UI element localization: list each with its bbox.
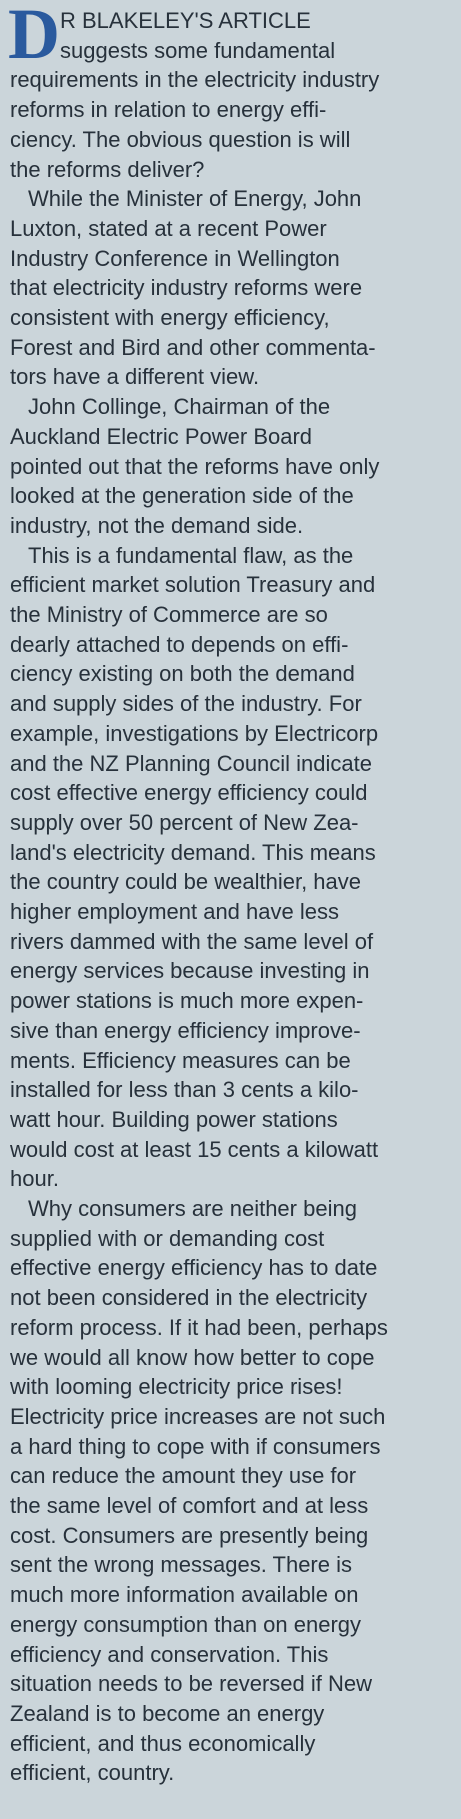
text-line: industry, not the demand side.: [10, 512, 304, 538]
text-line: tors have a different view.: [10, 364, 260, 390]
text-line: R BLAKELEY'S ARTICLE: [60, 8, 311, 33]
text-line: a hard thing to cope with if consumers: [10, 1433, 381, 1459]
text-line: we would all know how better to cope: [10, 1344, 375, 1370]
text-line: and supply sides of the industry. For: [10, 691, 362, 717]
text-line: the same level of comfort and at less: [10, 1493, 369, 1518]
text-line: example, investigations by Electricorp: [10, 720, 379, 746]
text-line: situation needs to be reversed if New: [10, 1671, 372, 1697]
drop-cap: D: [8, 0, 60, 74]
text-line: energy services because investing in: [10, 958, 370, 984]
text-line: supplied with or demanding cost: [10, 1225, 325, 1251]
text-line: cost effective energy efficiency could: [10, 780, 368, 806]
text-line: land's electricity demand. This means: [10, 839, 376, 865]
text-line: Electricity price increases are not such: [10, 1403, 386, 1429]
text-line: sent the wrong messages. There is: [10, 1552, 352, 1578]
text-line: This is a fundamental flaw, as the: [28, 542, 354, 568]
text-line: reform process. If it had been, perhaps: [10, 1314, 388, 1340]
text-line: efficient market solution Treasury and: [10, 572, 376, 598]
text-line: suggests some fundamental: [60, 37, 336, 63]
text-line: cost. Consumers are presently being: [10, 1522, 369, 1548]
text-line: supply over 50 percent of New Zea-: [10, 809, 359, 835]
text-line: While the Minister of Energy, John: [28, 186, 362, 212]
text-line: with looming electricity price rises!: [10, 1374, 343, 1400]
text-line: much more information available on: [10, 1582, 359, 1608]
text-line: would cost at least 15 cents a kilowatt: [10, 1136, 379, 1162]
text-line: Luxton, stated at a recent Power: [10, 215, 327, 241]
text-line: looked at the generation side of the: [10, 483, 354, 509]
text-line: hour.: [10, 1166, 59, 1192]
text-line: energy consumption than on energy: [10, 1611, 362, 1637]
text-line: higher employment and have less: [10, 899, 339, 924]
text-line: pointed out that the reforms have only: [10, 453, 380, 479]
text-line: not been considered in the electricity: [10, 1285, 368, 1311]
text-line: John Collinge, Chairman of the: [28, 394, 331, 420]
text-line: the country could be wealthier, have: [10, 869, 362, 895]
text-line: Industry Conference in Wellington: [10, 245, 340, 271]
text-line: requirements in the electricity industry: [10, 67, 380, 93]
text-line: and the NZ Planning Council indicate: [10, 750, 373, 776]
text-line: ciency existing on both the demand: [10, 661, 355, 687]
text-line: watt hour. Building power stations: [10, 1106, 338, 1132]
text-line: rivers dammed with the same level of: [10, 928, 374, 954]
text-line: Forest and Bird and other commenta-: [10, 334, 376, 360]
text-line: Auckland Electric Power Board: [10, 423, 313, 449]
text-line: that electricity industry reforms were: [10, 275, 363, 301]
text-line: the reforms deliver?: [10, 156, 205, 182]
text-line: ciency. The obvious question is will: [10, 126, 351, 152]
text-line: reforms in relation to energy effi-: [10, 97, 327, 123]
text-line: efficient, country.: [10, 1760, 175, 1786]
text-line: dearly attached to depends on effi-: [10, 631, 349, 657]
text-line: can reduce the amount they use for: [10, 1463, 357, 1489]
text-line: Why consumers are neither being: [28, 1196, 357, 1221]
text-line: effective energy efficiency has to date: [10, 1255, 378, 1281]
text-line: ments. Efficiency measures can be: [10, 1047, 351, 1073]
text-line: efficient, and thus economically: [10, 1730, 316, 1756]
text-line: Zealand is to become an energy: [10, 1700, 325, 1726]
text-line: power stations is much more expen-: [10, 988, 364, 1014]
text-line: sive than energy efficiency improve-: [10, 1017, 361, 1043]
text-line: consistent with energy efficiency,: [10, 305, 330, 330]
text-line: the Ministry of Commerce are so: [10, 602, 328, 627]
text-line: installed for less than 3 cents a kilo-: [10, 1077, 359, 1103]
text-line: efficiency and conservation. This: [10, 1641, 329, 1667]
